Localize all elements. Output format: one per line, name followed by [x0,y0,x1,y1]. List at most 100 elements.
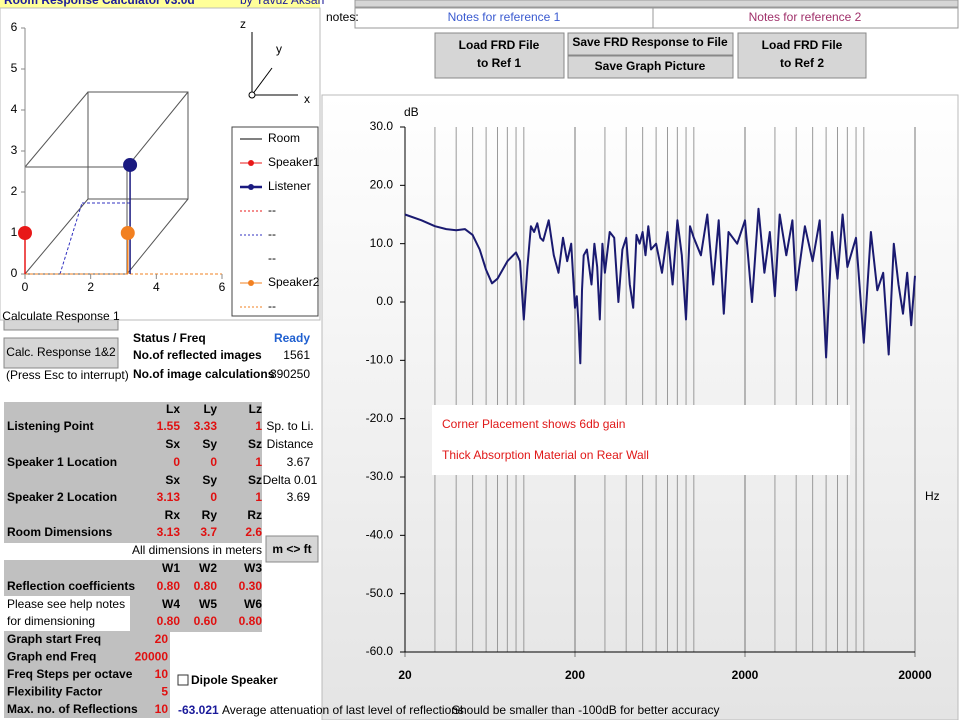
settings-background [4,632,170,718]
status-label: No.of image calculations [133,367,275,381]
y-tick-label: 1 [11,225,18,239]
button-label: to Ref 2 [780,56,824,70]
legend-label: -- [268,299,276,313]
point [123,157,138,172]
top-buttons [354,0,959,8]
cell-value: 3.33 [194,419,218,433]
y-tick-label: -50.0 [366,586,394,600]
side-label: Delta 0.01 [263,473,318,487]
legend-label: Listener [268,179,311,193]
load-ref2-button[interactable] [737,32,867,79]
note-2: Notes for reference 2 [749,10,862,24]
footer-value: -63.021 [178,703,219,717]
side-value: 3.67 [287,455,311,469]
setting-label: Graph start Freq [7,632,101,646]
status-value: 1561 [283,348,310,362]
legend-label: -- [268,203,276,217]
cell-value: 0.80 [194,579,218,593]
calc12-button[interactable] [3,337,119,369]
cell-value: 0.80 [157,614,181,628]
setting-label: Graph end Freq [7,650,96,664]
y-tick-label: -30.0 [366,469,394,483]
y-tick-label: -10.0 [366,353,394,367]
cell-value: 0 [173,455,180,469]
y-tick-label: -20.0 [366,411,394,425]
row-label: Please see help notes [7,597,125,611]
cell-value: 0 [210,490,217,504]
save-picture-button[interactable] [567,55,734,79]
load-ref1-button[interactable] [434,32,565,79]
axis-indicator [248,32,298,99]
column-head: Ly [203,402,217,416]
cell-value: 0.80 [239,614,263,628]
title-strip [0,0,320,8]
units-button[interactable] [265,535,319,563]
x-tick-label: 2 [87,280,94,294]
column-head: W5 [199,597,217,611]
note-1: Notes for reference 1 [448,10,561,24]
note-box-2[interactable] [652,7,959,29]
y-tick-label: 4 [11,102,18,116]
table-background [4,402,262,632]
button-label: Load FRD File [762,38,843,52]
column-head: W4 [162,597,180,611]
legend-label: Speaker2 [268,275,320,289]
y-tick-label: 5 [11,61,18,75]
save-frd-button[interactable] [567,32,734,56]
projection-lines [59,202,130,275]
cell-value: 0.60 [194,614,218,628]
cell-value: 1 [255,455,262,469]
button-label: Calc. Response 1&2 [6,345,116,359]
y-tick-label: 0.0 [376,294,393,308]
x-tick-label: 20000 [898,668,932,682]
setting-value: 5 [161,685,168,699]
button-label: Save FRD Response to File [572,35,728,49]
legend-marker [248,184,254,190]
cell-value: 0.80 [157,579,181,593]
footer-text: Average attenuation of last level of ref… [222,703,464,717]
cell-value: 0 [210,455,217,469]
row-label: Speaker 2 Location [7,490,117,504]
cell-value: 1 [255,490,262,504]
y-axis-label: dB [404,105,419,119]
row-label: Room Dimensions [7,525,113,539]
legend-box [231,126,319,317]
help-cell [4,596,130,631]
column-head: Lz [249,402,262,416]
legend-label: Room [268,131,300,145]
legend-marker [248,280,254,286]
annotation: Corner Placement shows 6db gain [442,417,625,431]
status-label: Status / Freq [133,331,206,345]
cell-value: 1.55 [157,419,181,433]
column-head: W3 [244,561,262,575]
y-tick-label: -60.0 [366,644,394,658]
column-head: Sz [248,473,262,487]
column-head: Sy [202,437,217,451]
dipole-checkbox[interactable] [177,674,189,686]
dims-row [4,543,262,560]
setting-label: Freq Steps per octave [7,667,133,681]
button-label: Calculate Response 1 [2,309,120,323]
status-value: 390250 [270,367,310,381]
y-tick-label: 2 [11,184,18,198]
app-title: Room Response Calculator v3.0d [4,0,195,7]
x-tick-label: 20 [398,668,412,682]
dims-note: All dimensions in meters [132,543,262,557]
x-tick-label: 6 [219,280,226,294]
esc-hint: (Press Esc to interrupt) [6,368,129,382]
setting-value: 10 [155,702,169,716]
setting-value: 10 [155,667,169,681]
axis-label: z [240,17,246,31]
row-label: Listening Point [7,419,94,433]
cell-value: 1 [255,419,262,433]
cell-value: 3.7 [200,525,217,539]
y-tick-label: 6 [11,20,18,34]
setting-label: Flexibility Factor [7,685,103,699]
column-head: Sy [202,473,217,487]
setting-label: Max. no. of Reflections [7,702,138,716]
point [120,226,135,240]
column-head: Sz [248,437,262,451]
status-value: Ready [274,331,310,345]
row-label: Speaker 1 Location [7,455,117,469]
